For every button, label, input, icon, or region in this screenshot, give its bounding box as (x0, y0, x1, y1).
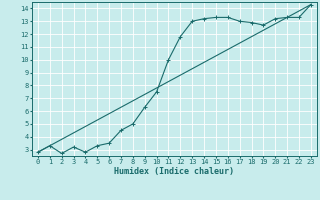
X-axis label: Humidex (Indice chaleur): Humidex (Indice chaleur) (115, 167, 234, 176)
